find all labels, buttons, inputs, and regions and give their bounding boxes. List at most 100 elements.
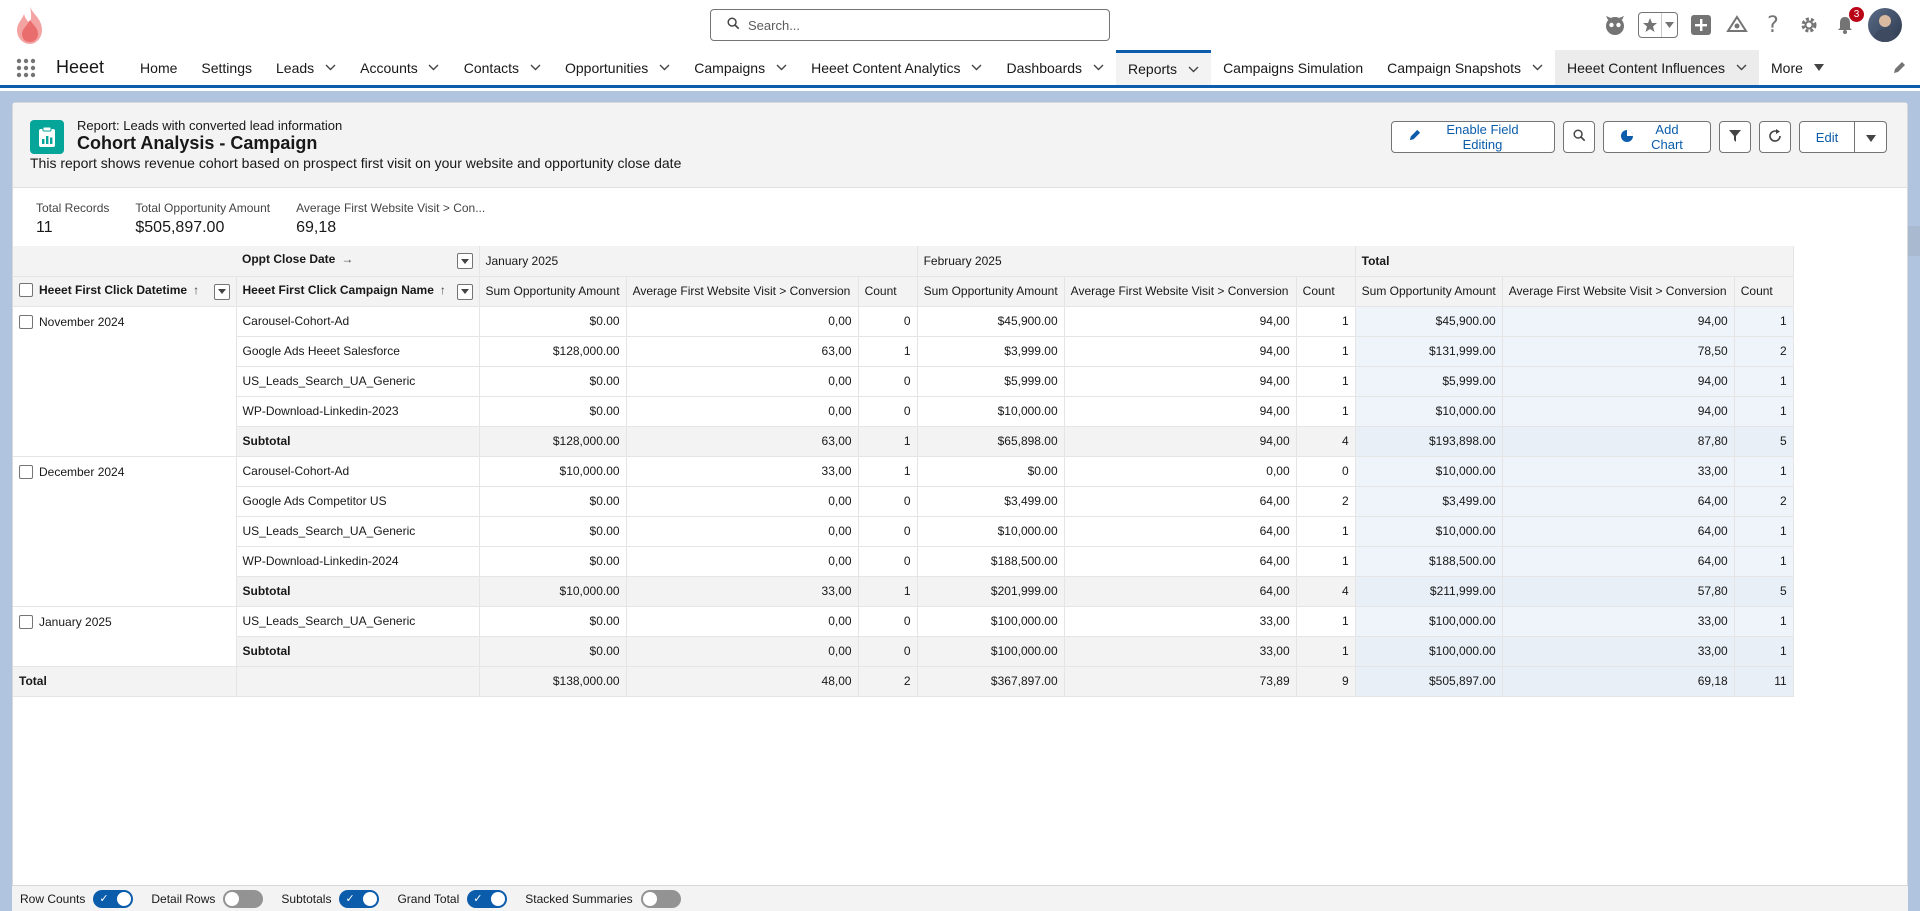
heeet-logo-icon[interactable] (12, 4, 48, 46)
row-group-header-campaign[interactable]: Heeet First Click Campaign Name ↑ (236, 276, 480, 307)
nav-item-more[interactable]: More (1759, 50, 1837, 85)
chevron-down-icon[interactable] (1187, 63, 1199, 75)
trailhead-icon[interactable] (1724, 12, 1750, 38)
value-cell: $3,499.00 (916, 486, 1065, 517)
edit-nav-pencil-icon[interactable] (1892, 61, 1906, 78)
row-group-label: November 2024 (39, 314, 125, 329)
value-cell: 94,00 (1064, 396, 1297, 427)
toggle-knob (363, 891, 378, 906)
column-grouping-header[interactable]: Oppt Close Date → (236, 246, 480, 277)
global-header: ? 3 (0, 0, 1920, 50)
toggle-label: Row Counts (20, 891, 86, 906)
setup-gear-icon[interactable] (1796, 12, 1822, 38)
measure-header[interactable]: Count (858, 276, 918, 307)
nav-item-settings[interactable]: Settings (189, 50, 264, 85)
value-cell: $10,000.00 (916, 396, 1065, 427)
favorites-dropdown-icon[interactable] (1661, 13, 1677, 37)
column-menu-dropdown-icon[interactable] (456, 283, 473, 300)
app-launcher-icon[interactable] (0, 50, 52, 85)
measure-header[interactable]: Count (1734, 276, 1794, 307)
search-report-button[interactable] (1563, 121, 1595, 153)
nav-item-reports[interactable]: Reports (1116, 50, 1212, 85)
value-cell: 33,00 (626, 455, 859, 487)
value-cell: 0 (858, 486, 918, 517)
column-menu-dropdown-icon[interactable] (456, 253, 473, 270)
measure-header[interactable]: Average First Website Visit > Conversion (626, 276, 859, 307)
nav-item-heeet-content-analytics[interactable]: Heeet Content Analytics (799, 50, 994, 85)
chevron-down-icon[interactable] (971, 62, 983, 74)
chevron-down-icon[interactable] (1092, 62, 1104, 74)
nav-item-dashboards[interactable]: Dashboards (995, 50, 1117, 85)
enable-field-editing-button[interactable]: Enable Field Editing (1391, 121, 1555, 153)
nav-item-campaigns[interactable]: Campaigns (682, 50, 799, 85)
row-group-header-label: Heeet First Click Datetime (39, 282, 188, 297)
value-cell: 1 (1734, 366, 1794, 397)
value-cell: $45,900.00 (1354, 305, 1503, 337)
campaign-name-cell: US_Leads_Search_UA_Generic (236, 366, 480, 397)
agent-icon[interactable] (1602, 12, 1628, 38)
toggle-switch[interactable]: ✓ (339, 889, 380, 908)
column-group-february-2025: February 2025 (916, 246, 1356, 277)
nav-item-leads[interactable]: Leads (264, 50, 348, 85)
toggle-switch[interactable] (640, 889, 681, 908)
value-cell: 1 (1734, 455, 1794, 487)
nav-item-campaign-snapshots[interactable]: Campaign Snapshots (1375, 50, 1555, 85)
nav-item-contacts[interactable]: Contacts (452, 50, 553, 85)
edit-button[interactable]: Edit (1799, 121, 1855, 153)
measure-header[interactable]: Sum Opportunity Amount (1354, 276, 1503, 307)
chevron-down-icon[interactable] (1813, 62, 1825, 74)
row-group-header-label: Heeet First Click Campaign Name (242, 282, 434, 297)
nav-item-campaigns-simulation[interactable]: Campaigns Simulation (1211, 50, 1375, 85)
nav-item-home[interactable]: Home (128, 50, 189, 85)
column-menu-dropdown-icon[interactable] (213, 283, 230, 300)
chevron-down-icon[interactable] (529, 62, 541, 74)
chevron-down-icon[interactable] (324, 62, 336, 74)
value-cell: 1 (1734, 605, 1794, 637)
value-cell: 1 (1734, 305, 1794, 337)
row-group-header-datetime[interactable]: Heeet First Click Datetime ↑ (13, 276, 237, 307)
star-icon[interactable] (1639, 13, 1661, 37)
global-create-icon[interactable] (1688, 12, 1714, 38)
toggle-switch[interactable]: ✓ (467, 889, 508, 908)
measure-header[interactable]: Average First Website Visit > Conversion (1502, 276, 1735, 307)
sort-ascending-icon[interactable]: ↑ (439, 282, 446, 297)
chevron-down-icon[interactable] (1531, 62, 1543, 74)
measure-header[interactable]: Average First Website Visit > Conversion (1064, 276, 1297, 307)
toggle-switch[interactable] (223, 889, 264, 908)
value-cell: $0.00 (478, 636, 627, 667)
user-avatar[interactable] (1868, 8, 1902, 42)
row-group-checkbox[interactable] (19, 615, 33, 630)
subtotal-row: Subtotal $128,000.00 63,00 1 $65,898.00 94,00… (13, 426, 1794, 457)
report-header: Report: Leads with converted lead inform… (13, 103, 1907, 188)
chevron-down-icon[interactable] (1735, 62, 1747, 74)
notifications-bell-icon[interactable]: 3 (1832, 6, 1865, 38)
measure-header[interactable]: Sum Opportunity Amount (478, 276, 627, 307)
nav-item-label: Heeet Content Influences (1567, 59, 1726, 76)
value-cell: $100,000.00 (916, 605, 1065, 637)
nav-item-heeet-content-influences[interactable]: Heeet Content Influences (1555, 50, 1760, 85)
search-input[interactable] (748, 17, 1088, 33)
measure-header[interactable]: Count (1296, 276, 1356, 307)
chevron-down-icon[interactable] (428, 62, 440, 74)
add-chart-button[interactable]: Add Chart (1603, 121, 1711, 153)
matrix-report-table-wrapper: Oppt Close Date → January 2025 February 202… (13, 246, 1794, 697)
row-group-checkbox[interactable] (19, 465, 33, 480)
measure-header[interactable]: Sum Opportunity Amount (916, 276, 1065, 307)
campaign-name-cell: US_Leads_Search_UA_Generic (236, 516, 480, 547)
refresh-button[interactable] (1759, 121, 1791, 153)
chevron-down-icon[interactable] (775, 62, 787, 74)
sort-ascending-icon[interactable]: ↑ (193, 282, 200, 297)
row-group-checkbox[interactable] (19, 315, 33, 330)
chevron-down-icon[interactable] (658, 62, 670, 74)
side-panel-tab[interactable] (1906, 226, 1920, 256)
nav-item-accounts[interactable]: Accounts (348, 50, 452, 85)
nav-item-opportunities[interactable]: Opportunities (553, 50, 682, 85)
filter-funnel-icon (1729, 129, 1741, 145)
global-search[interactable] (710, 9, 1110, 41)
edit-label: Edit (1815, 129, 1839, 145)
toggle-switch[interactable]: ✓ (93, 889, 134, 908)
filter-button[interactable] (1719, 121, 1751, 153)
select-all-checkbox[interactable] (19, 283, 33, 298)
help-icon[interactable]: ? (1767, 12, 1779, 38)
more-actions-dropdown-button[interactable] (1855, 121, 1887, 153)
